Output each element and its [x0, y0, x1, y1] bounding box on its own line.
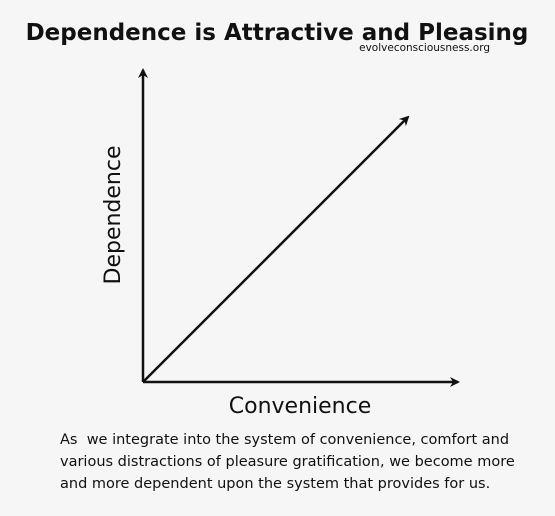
y-axis-label: Dependence	[101, 146, 126, 285]
caption-line: various distractions of pleasure gratifi…	[60, 454, 515, 470]
caption-line: As we integrate into the system of conve…	[60, 432, 509, 448]
source: evolveconsciousness.org	[359, 42, 490, 54]
title: Dependence is Attractive and Pleasing	[26, 20, 529, 46]
trend-arrow	[142, 115, 410, 383]
caption-line: and more dependent upon the system that …	[60, 476, 490, 492]
x-axis-label: Convenience	[229, 394, 371, 419]
